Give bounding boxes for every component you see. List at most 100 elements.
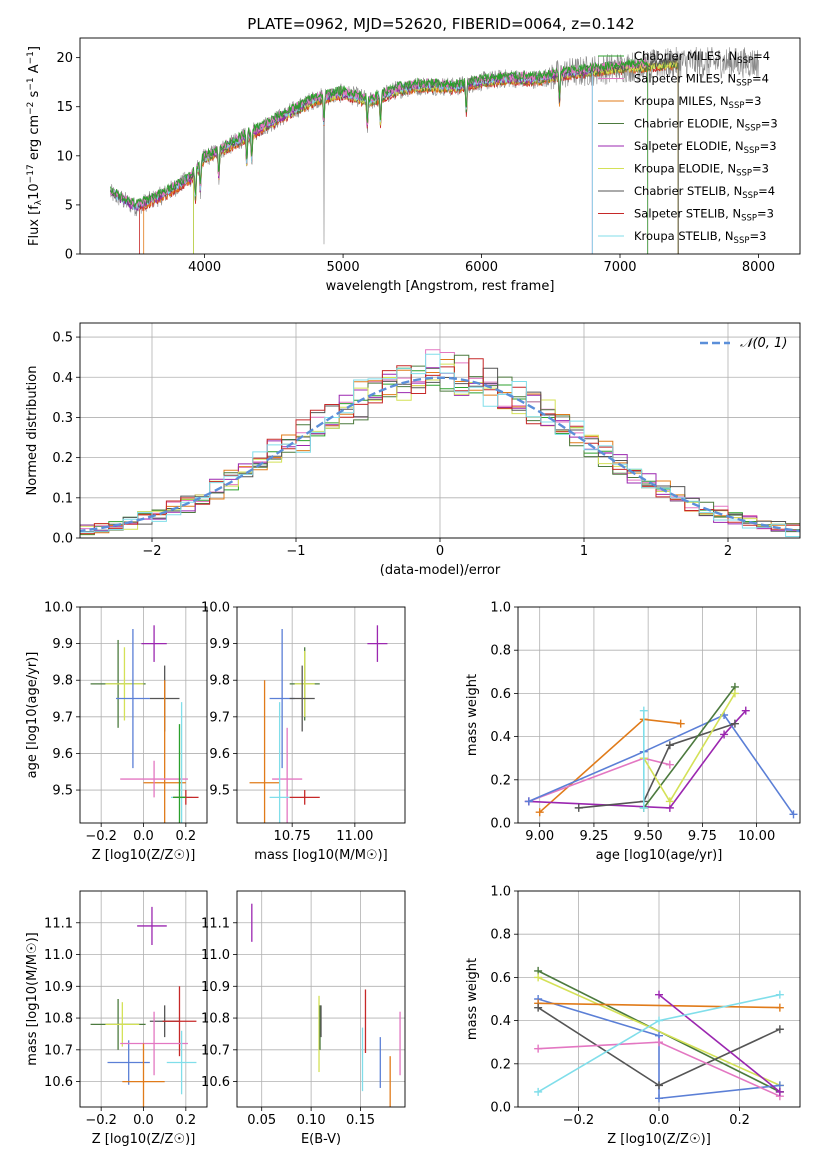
y-tick-label: 10.8 xyxy=(201,1012,230,1027)
ylabel-part: ] xyxy=(27,46,42,51)
legend-text: Chabrier ELODIE, N xyxy=(634,117,745,131)
x-tick-label: 6000 xyxy=(465,260,498,275)
weight-marker-Kroupa_STELIB xyxy=(775,990,784,999)
legend-suffix: =3 xyxy=(744,94,761,108)
y-tick-label: 0.0 xyxy=(52,532,73,547)
plot-area xyxy=(249,625,388,823)
panel-age_vs_Z: −0.2 0.0 0.2 9.5 9.6 9.7 9.8 9.9 10.0 Z [log10(Z/… xyxy=(25,601,208,863)
panel-weight_vs_age: 9.00 9.25 9.50 9.75 10.00 0.0 0.2 0.4 0.6 0.8 1.0 a… xyxy=(465,601,801,863)
x-tick-label: −0.2 xyxy=(85,1113,117,1128)
y-tick-label: 0.5 xyxy=(52,331,73,346)
y-tick-label: 9.8 xyxy=(52,674,73,689)
y-tick-label: 0.8 xyxy=(490,644,511,659)
ylabel-part: s xyxy=(27,90,42,101)
x-tick-label: 10.00 xyxy=(738,829,775,844)
weight-marker-Kroupa_STELIB xyxy=(534,1087,543,1096)
y-tick-label: 10.8 xyxy=(44,1012,73,1027)
x-tick-label: 9.00 xyxy=(525,829,554,844)
ylabel-part: erg cm xyxy=(27,115,42,164)
weight-marker-Kroupa_MILES xyxy=(676,719,685,728)
weight-line-mass_blue xyxy=(537,998,780,1100)
weight-marker-Chabrier_STELIB xyxy=(775,1025,784,1034)
y-tick-label: 10 xyxy=(56,149,73,164)
y-tick-label: 11.1 xyxy=(201,916,230,931)
y-tick-label: 0.2 xyxy=(490,1057,511,1072)
y-tick-label: 0 xyxy=(65,248,73,263)
ylabel-part: −1 xyxy=(26,51,36,64)
y-axis-label: mass weight xyxy=(465,674,480,756)
legend-subscript: SSP xyxy=(741,214,757,224)
weight-marker-Kroupa_STELIB xyxy=(639,706,648,715)
axes-frame xyxy=(236,890,406,1108)
y-tick-label: 0.4 xyxy=(52,371,73,386)
plot-area xyxy=(534,966,784,1103)
legend-text: Salpeter MILES, N xyxy=(634,72,736,86)
legend-suffix: =3 xyxy=(752,162,769,176)
legend-subscript: SSP xyxy=(736,79,752,89)
legend-suffix: =4 xyxy=(753,49,770,63)
y-tick-label: 1.0 xyxy=(490,601,511,616)
x-tick-label: 8000 xyxy=(742,260,775,275)
plot-area xyxy=(80,349,800,538)
weight-marker-mass_blue xyxy=(789,810,798,819)
x-axis-label: Z [log10(Z/Z☉)] xyxy=(607,1132,711,1147)
ylabel-part: −2 xyxy=(26,102,36,115)
weight-line-mass_blue xyxy=(528,713,795,815)
y-tick-label: 0.1 xyxy=(52,491,73,506)
y-tick-label: 15 xyxy=(56,100,73,115)
legend-suffix: =4 xyxy=(752,72,769,86)
plot-area xyxy=(251,903,401,1107)
y-axis-label: Normed distribution xyxy=(25,366,40,496)
weight-line-Kroupa_MILES xyxy=(538,1002,780,1009)
x-tick-label: 10.75 xyxy=(274,829,311,844)
axes-frame xyxy=(517,606,801,824)
legend-subscript: SSP xyxy=(729,101,745,111)
weight-marker-Salpeter_ELODIE xyxy=(741,706,750,715)
ylabel-part: 10 xyxy=(27,183,42,200)
legend-label-Chabrier_STELIB: Chabrier STELIB, NSSP=4 xyxy=(634,184,775,201)
plot-area xyxy=(110,46,759,254)
legend-suffix: =3 xyxy=(761,117,778,131)
y-tick-label: 5 xyxy=(65,198,73,213)
legend-normal-label: 𝒩(0, 1) xyxy=(740,336,787,351)
spectrum-model-Chabrier_MILES xyxy=(110,58,649,254)
legend-label-Kroupa_STELIB: Kroupa STELIB, NSSP=3 xyxy=(634,229,766,246)
legend-suffix: =3 xyxy=(760,139,777,153)
x-axis-label: age [log10(age/yr)] xyxy=(596,848,723,863)
normal-curve xyxy=(80,376,800,533)
panel-mass_vs_Z: −0.2 0.0 0.2 10.6 10.7 10.8 10.9 11.0 11.1 Z [log… xyxy=(25,890,208,1147)
weight-marker-Salpeter_MILES xyxy=(655,1038,663,1047)
legend-text: Chabrier STELIB, N xyxy=(634,184,742,198)
legend-label-Chabrier_MILES: Chabrier MILES, NSSP=4 xyxy=(634,49,770,66)
weight-marker-Kroupa_MILES xyxy=(535,808,544,817)
legend-label-Chabrier_ELODIE: Chabrier ELODIE, NSSP=3 xyxy=(634,117,778,134)
legend-label-Salpeter_STELIB: Salpeter STELIB, NSSP=3 xyxy=(634,207,774,224)
axes-frame xyxy=(517,890,801,1108)
ylabel-part: −1 xyxy=(26,77,36,90)
legend-suffix: =3 xyxy=(757,207,774,221)
y-tick-label: 0.2 xyxy=(490,773,511,788)
y-tick-label: 9.9 xyxy=(52,637,73,652)
y-tick-label: 9.7 xyxy=(52,710,73,725)
spectrum-model-Chabrier_STELIB xyxy=(110,55,679,254)
y-tick-label: 0.6 xyxy=(490,971,511,986)
x-tick-label: 11.00 xyxy=(336,829,373,844)
axes-frame xyxy=(79,890,208,1108)
legend-subscript: SSP xyxy=(734,236,750,246)
x-tick-label: 0.15 xyxy=(346,1113,375,1128)
axes-frame xyxy=(79,606,208,824)
legend-subscript: SSP xyxy=(744,146,760,156)
weight-marker-mass_blue xyxy=(524,797,533,806)
weight-marker-Chabrier_STELIB xyxy=(655,1081,663,1090)
x-tick-label: 9.75 xyxy=(688,829,717,844)
y-tick-label: 0.0 xyxy=(490,1101,511,1116)
y-tick-label: 11.0 xyxy=(44,948,73,963)
weight-marker-Salpeter_MILES xyxy=(534,1044,543,1053)
x-tick-label: 0.2 xyxy=(729,1113,750,1128)
y-tick-label: 0.0 xyxy=(490,817,511,832)
weight-line-Chabrier_STELIB xyxy=(578,722,736,809)
y-tick-label: 10.0 xyxy=(201,601,230,616)
ylabel-part: A xyxy=(27,64,42,77)
panel-spectrum: 4000 5000 6000 7000 8000 0 5 10 15 20 wavelength [… xyxy=(26,37,801,294)
